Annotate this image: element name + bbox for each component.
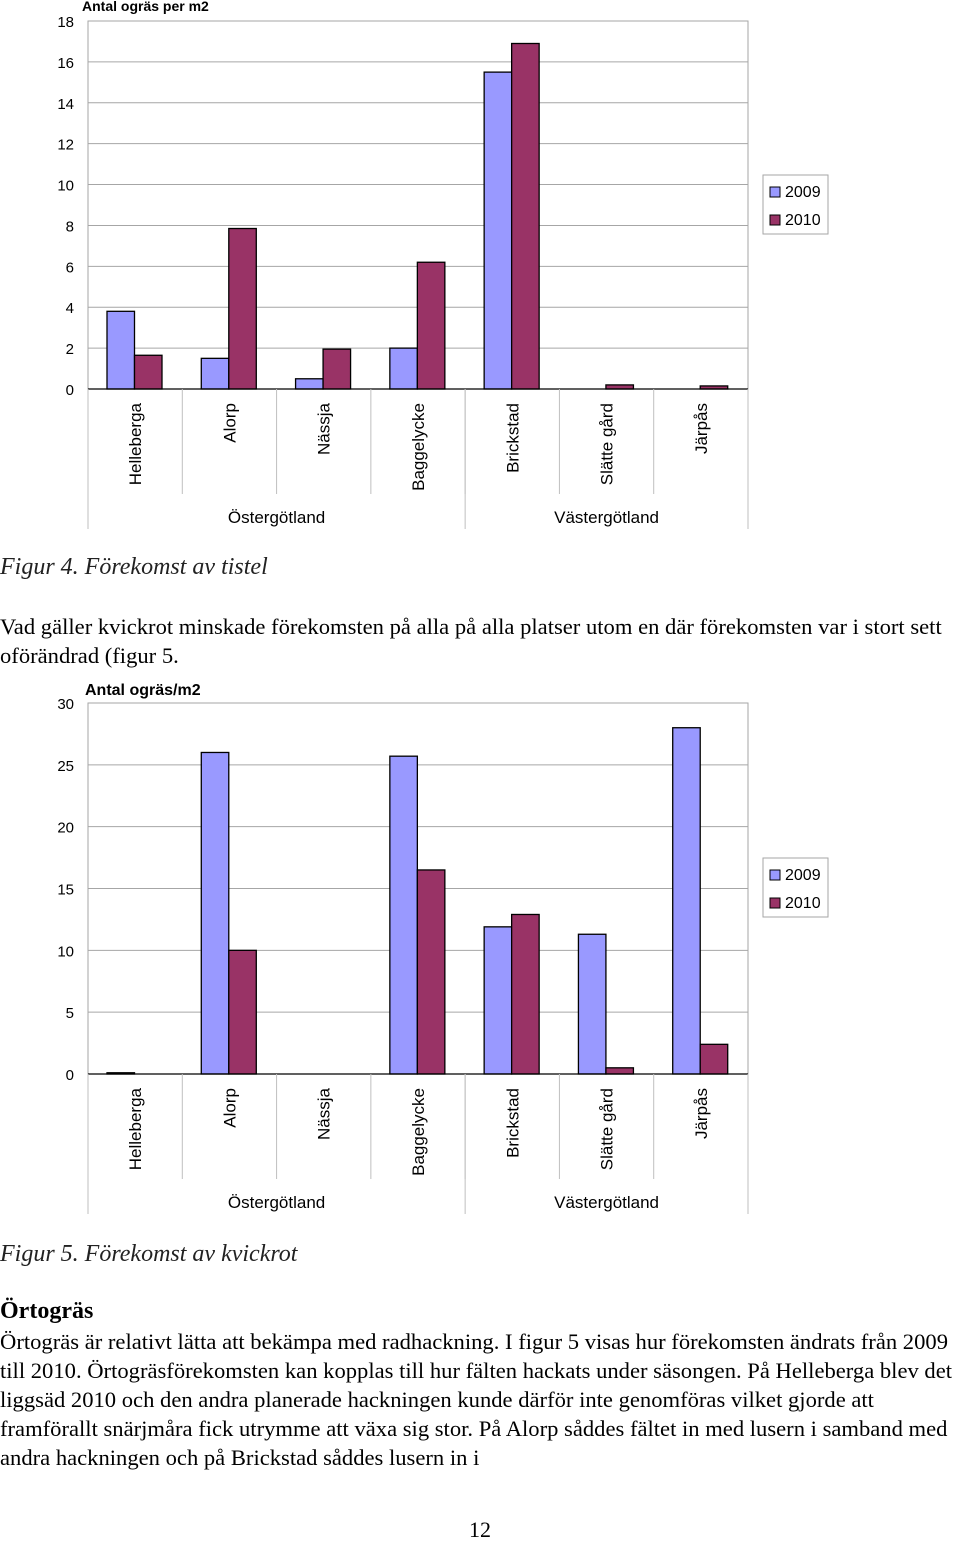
legend-swatch-2009 bbox=[769, 186, 781, 198]
y-tick-label: 15 bbox=[57, 882, 74, 899]
legend-swatch-2009 bbox=[769, 869, 781, 881]
legend: 2009 2010 bbox=[762, 857, 829, 918]
bar-2009-brickstad bbox=[483, 926, 513, 1075]
y-tick-label: 8 bbox=[66, 218, 74, 235]
figure-4-caption: Figur 4. Förekomst av tistel bbox=[0, 554, 268, 580]
y-tick-label: 30 bbox=[57, 696, 74, 713]
y-tick-label: 20 bbox=[57, 820, 74, 837]
y-tick-label: 12 bbox=[57, 137, 74, 154]
legend-label-2009: 2009 bbox=[785, 867, 821, 884]
legend-swatch-2010 bbox=[769, 214, 781, 226]
bar-2009-helleberga bbox=[106, 310, 136, 390]
bar-2010-baggelycke bbox=[416, 261, 446, 390]
bar-2010-baggelycke bbox=[416, 869, 446, 1075]
group-label-vastergotland: Västergötland bbox=[554, 1193, 659, 1212]
bar-2009-brickstad bbox=[483, 71, 513, 390]
bar-2010-brickstad bbox=[510, 913, 540, 1075]
kvickrot-paragraph: Vad gäller kvickrot minskade förekomsten… bbox=[0, 614, 942, 668]
bar-2010-slatte-gard bbox=[605, 1067, 635, 1075]
y-tick-label: 10 bbox=[57, 178, 74, 195]
bar-2009-baggelycke bbox=[389, 755, 419, 1075]
y-tick-label: 14 bbox=[57, 96, 74, 113]
group-label-ostergotland: Östergötland bbox=[228, 508, 325, 527]
figure5-svg: 0 5 10 15 20 25 30 Antal ogräs/m2 Helleberga Alor… bbox=[57, 682, 829, 1214]
chart-title: Antal ogräs/m2 bbox=[85, 682, 201, 699]
category-label-slatte-gard: Slätte gård bbox=[598, 1088, 617, 1170]
bar-2010-alorp bbox=[228, 949, 257, 1075]
bar-2009-jarpas bbox=[672, 727, 701, 1075]
category-label-nassja: Nässja bbox=[315, 1087, 334, 1140]
y-tick-label: 6 bbox=[66, 259, 74, 276]
category-label-jarpas: Järpås bbox=[692, 403, 711, 454]
category-label-brickstad: Brickstad bbox=[503, 1088, 522, 1158]
y-tick-label: 16 bbox=[57, 55, 74, 72]
legend-swatch-2010 bbox=[769, 897, 781, 909]
ortogras-paragraph: Örtogräs är relativt lätta att bekämpa m… bbox=[0, 1329, 953, 1470]
category-label-alorp: Alorp bbox=[220, 1088, 239, 1128]
category-label-slatte-gard: Slätte gård bbox=[598, 403, 617, 485]
bar-2010-nassja bbox=[322, 348, 352, 390]
group-label-vastergotland: Västergötland bbox=[554, 508, 659, 527]
legend-label-2010: 2010 bbox=[785, 895, 821, 912]
legend-label-2010: 2010 bbox=[785, 212, 821, 229]
legend-label-2009: 2009 bbox=[785, 184, 821, 201]
y-tick-label: 4 bbox=[66, 300, 74, 317]
y-tick-label: 2 bbox=[66, 341, 74, 358]
figure4-svg: 0 2 4 6 8 10 12 14 16 18 Antal ogräs per m2 Hellebe… bbox=[57, 0, 829, 529]
bar-2010-brickstad bbox=[510, 42, 540, 390]
category-label-helleberga: Helleberga bbox=[126, 1087, 145, 1170]
bar-2010-jarpas bbox=[699, 1043, 729, 1075]
category-label-brickstad: Brickstad bbox=[503, 403, 522, 473]
category-label-baggelycke: Baggelycke bbox=[409, 403, 428, 491]
bar-2010-helleberga bbox=[133, 354, 163, 390]
group-label-ostergotland: Östergötland bbox=[228, 1193, 325, 1212]
y-tick-label: 5 bbox=[66, 1005, 74, 1022]
y-tick-label: 10 bbox=[57, 943, 74, 960]
figure-5-chart: 0 5 10 15 20 25 30 Antal ogräs/m2 Helleberga Alor… bbox=[0, 680, 960, 1220]
section-heading: Örtogräs bbox=[0, 1298, 94, 1324]
page-number: 12 bbox=[469, 1517, 491, 1542]
bar-2009-alorp bbox=[200, 357, 230, 390]
category-label-jarpas: Järpås bbox=[692, 1088, 711, 1139]
chart-title: Antal ogräs per m2 bbox=[82, 0, 209, 14]
bar-2009-nassja bbox=[294, 378, 324, 390]
bar-2010-alorp bbox=[228, 227, 257, 390]
y-tick-label: 0 bbox=[66, 382, 74, 399]
y-tick-label: 18 bbox=[57, 14, 74, 31]
category-label-baggelycke: Baggelycke bbox=[409, 1088, 428, 1176]
y-tick-label: 25 bbox=[57, 758, 74, 775]
bar-2009-alorp bbox=[200, 751, 230, 1075]
y-tick-label: 0 bbox=[66, 1067, 74, 1084]
legend: 2009 2010 bbox=[762, 174, 829, 235]
category-label-alorp: Alorp bbox=[220, 403, 239, 443]
category-label-helleberga: Helleberga bbox=[126, 402, 145, 485]
figure-4-chart: 0 2 4 6 8 10 12 14 16 18 Antal ogräs per m2 Hellebe… bbox=[0, 0, 960, 540]
bar-2009-baggelycke bbox=[389, 347, 419, 390]
figure-5-caption: Figur 5. Förekomst av kvickrot bbox=[0, 1241, 298, 1267]
bar-2009-slatte-gard bbox=[577, 933, 607, 1075]
category-label-nassja: Nässja bbox=[315, 402, 334, 455]
